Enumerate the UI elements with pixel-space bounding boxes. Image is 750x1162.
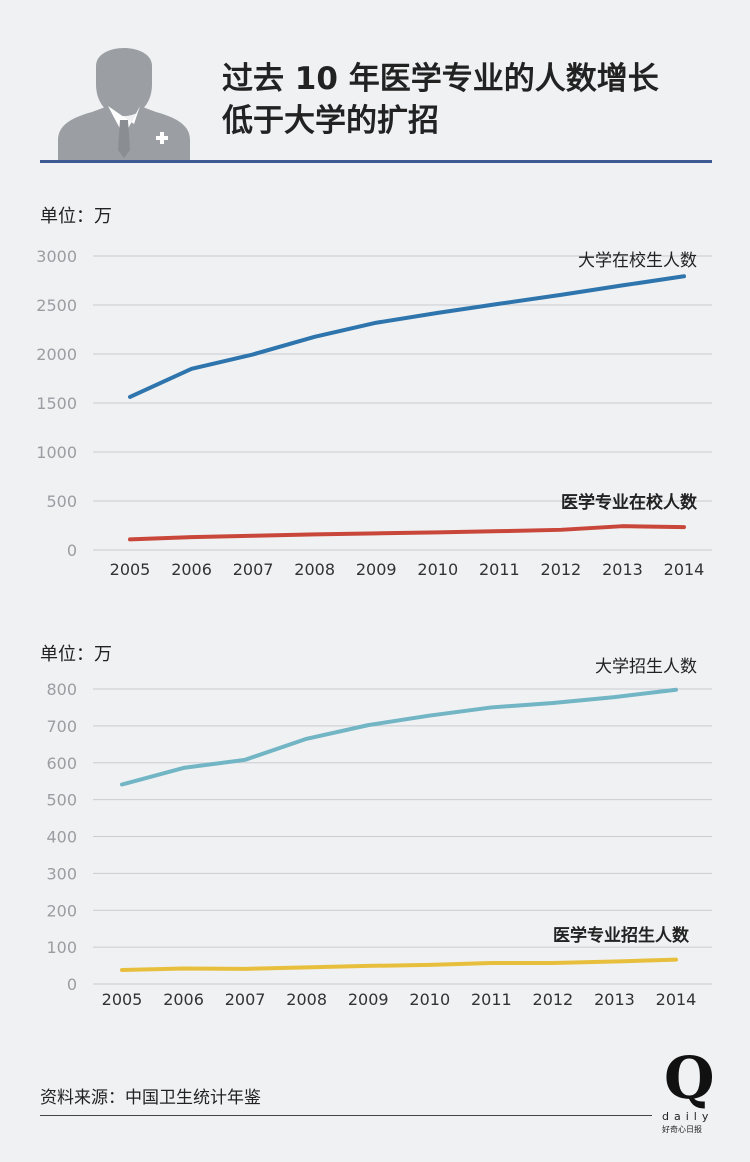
series-label: 大学在校生人数 xyxy=(578,251,697,271)
x-tick-label: 2013 xyxy=(602,560,643,579)
qdaily-logo: Q daily 好奇心日报 xyxy=(658,1048,718,1138)
logo-q: Q xyxy=(664,1044,715,1112)
series-label: 医学专业在校人数 xyxy=(561,492,698,513)
admissions-chart: 单位：万 0 100 200 300 400 500 600 700 800 2005 2006 20… xyxy=(0,628,750,1028)
header-divider xyxy=(40,160,712,163)
y-tick-label: 800 xyxy=(46,680,77,699)
x-tick-label: 2008 xyxy=(294,560,335,579)
y-tick-label: 500 xyxy=(46,791,77,810)
x-tick-label: 2008 xyxy=(286,990,327,1009)
y-tick-label: 2000 xyxy=(36,345,77,364)
y-tick-label: 1500 xyxy=(36,394,77,413)
x-tick-label: 2007 xyxy=(233,560,274,579)
x-tick-label: 2014 xyxy=(664,560,705,579)
footer-divider xyxy=(40,1115,652,1116)
series-line xyxy=(120,687,678,787)
x-tick-label: 2012 xyxy=(541,560,582,579)
x-tick-label: 2007 xyxy=(225,990,266,1009)
y-tick-label: 0 xyxy=(67,975,77,994)
series-line xyxy=(128,524,686,542)
logo-chinese: 好奇心日报 xyxy=(662,1125,702,1134)
y-tick-label: 300 xyxy=(46,864,77,883)
series-line xyxy=(128,274,686,399)
enrollment-chart-svg: 0 500 1000 1500 2000 2500 3000 2005 2006 2007 2008… xyxy=(36,247,712,579)
x-tick-label: 2011 xyxy=(471,990,512,1009)
y-tick-label: 3000 xyxy=(36,247,77,266)
title-line-2: 低于大学的扩招 xyxy=(222,103,439,139)
series-label: 大学招生人数 xyxy=(595,657,697,677)
unit-label: 单位：万 xyxy=(40,206,112,227)
unit-label: 单位：万 xyxy=(40,644,112,665)
x-tick-label: 2010 xyxy=(409,990,450,1009)
x-tick-label: 2011 xyxy=(479,560,520,579)
page-title: 过去 10 年医学专业的人数增长 低于大学的扩招 xyxy=(222,58,732,142)
logo-daily: daily xyxy=(662,1110,714,1123)
y-tick-label: 0 xyxy=(67,541,77,560)
enrollment-chart: 单位：万 0 500 1000 1500 2000 2500 3000 2005 2006 200… xyxy=(0,190,750,600)
x-tick-label: 2009 xyxy=(356,560,397,579)
x-tick-label: 2005 xyxy=(102,990,143,1009)
y-tick-label: 400 xyxy=(46,828,77,847)
title-line-1: 过去 10 年医学专业的人数增长 xyxy=(222,61,659,97)
y-tick-label: 600 xyxy=(46,754,77,773)
x-tick-label: 2010 xyxy=(417,560,458,579)
y-tick-label: 100 xyxy=(46,938,77,957)
y-tick-label: 700 xyxy=(46,717,77,736)
admissions-chart-svg: 0 100 200 300 400 500 600 700 800 2005 2006 2007 200… xyxy=(46,657,712,1009)
x-tick-label: 2013 xyxy=(594,990,635,1009)
header: 过去 10 年医学专业的人数增长 低于大学的扩招 xyxy=(0,0,750,166)
series-label: 医学专业招生人数 xyxy=(553,925,690,946)
x-tick-label: 2005 xyxy=(110,560,151,579)
x-tick-label: 2006 xyxy=(171,560,212,579)
source-note: 资料来源：中国卫生统计年鉴 xyxy=(40,1088,261,1108)
series-line xyxy=(120,957,678,972)
y-tick-label: 1000 xyxy=(36,443,77,462)
y-tick-label: 500 xyxy=(46,492,77,511)
y-tick-label: 200 xyxy=(46,901,77,920)
x-tick-label: 2009 xyxy=(348,990,389,1009)
x-tick-label: 2006 xyxy=(163,990,204,1009)
x-tick-label: 2014 xyxy=(656,990,697,1009)
y-tick-label: 2500 xyxy=(36,296,77,315)
x-tick-label: 2012 xyxy=(533,990,574,1009)
businessman-avatar-icon xyxy=(58,48,190,162)
